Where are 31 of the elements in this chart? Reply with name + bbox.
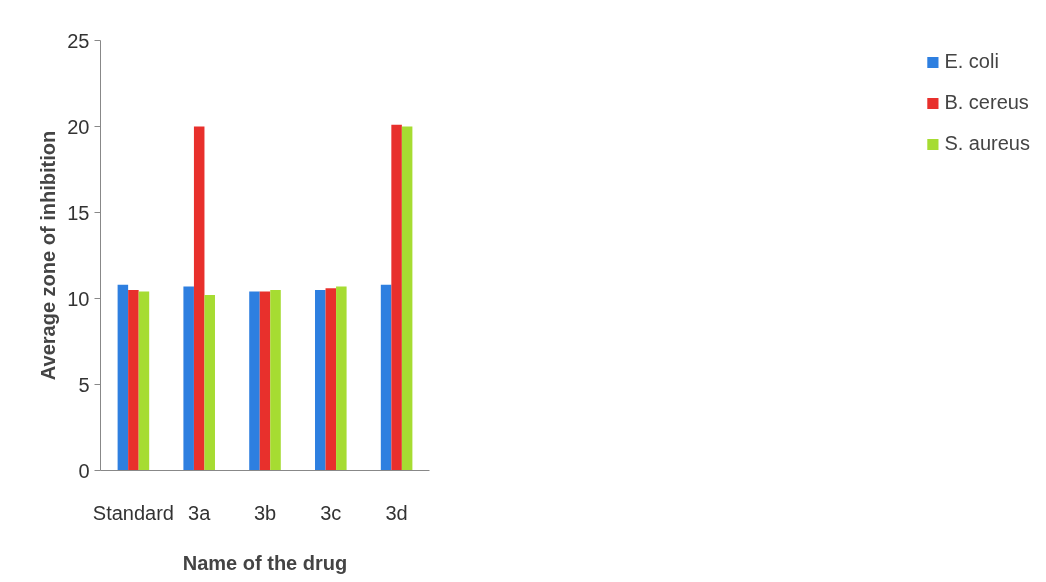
bar bbox=[183, 286, 194, 471]
bar bbox=[315, 289, 326, 471]
bar bbox=[117, 284, 129, 471]
x-axis-title: Name of the drug bbox=[182, 551, 348, 574]
y-tick-label: 5 bbox=[78, 373, 90, 396]
bar bbox=[128, 289, 139, 471]
y-tick-label: 20 bbox=[67, 115, 90, 138]
bar bbox=[138, 291, 150, 471]
x-tick-label: 3c bbox=[320, 501, 342, 524]
x-tick-label: 3b bbox=[253, 501, 277, 524]
bar bbox=[391, 124, 402, 471]
bar bbox=[336, 286, 347, 471]
legend-label: E. coli bbox=[944, 50, 999, 73]
y-axis-title: Average zone of inhibition bbox=[37, 130, 60, 381]
x-tick-label: Standard bbox=[92, 501, 174, 524]
bar bbox=[259, 291, 271, 471]
y-tick-label: 10 bbox=[67, 287, 90, 310]
legend-label: B. cereus bbox=[944, 91, 1029, 114]
bar bbox=[249, 291, 260, 471]
y-tick-label: 15 bbox=[67, 201, 90, 224]
bar bbox=[380, 284, 392, 471]
bar bbox=[193, 126, 205, 471]
bar bbox=[204, 295, 215, 471]
bar bbox=[401, 126, 413, 471]
legend-label: S. aureus bbox=[944, 132, 1030, 155]
x-tick-label: 3a bbox=[188, 501, 212, 524]
y-tick-label: 0 bbox=[78, 459, 90, 482]
y-tick-label: 25 bbox=[67, 29, 90, 52]
bar bbox=[325, 288, 337, 471]
bar bbox=[270, 289, 281, 471]
x-tick-label: 3d bbox=[385, 501, 408, 524]
